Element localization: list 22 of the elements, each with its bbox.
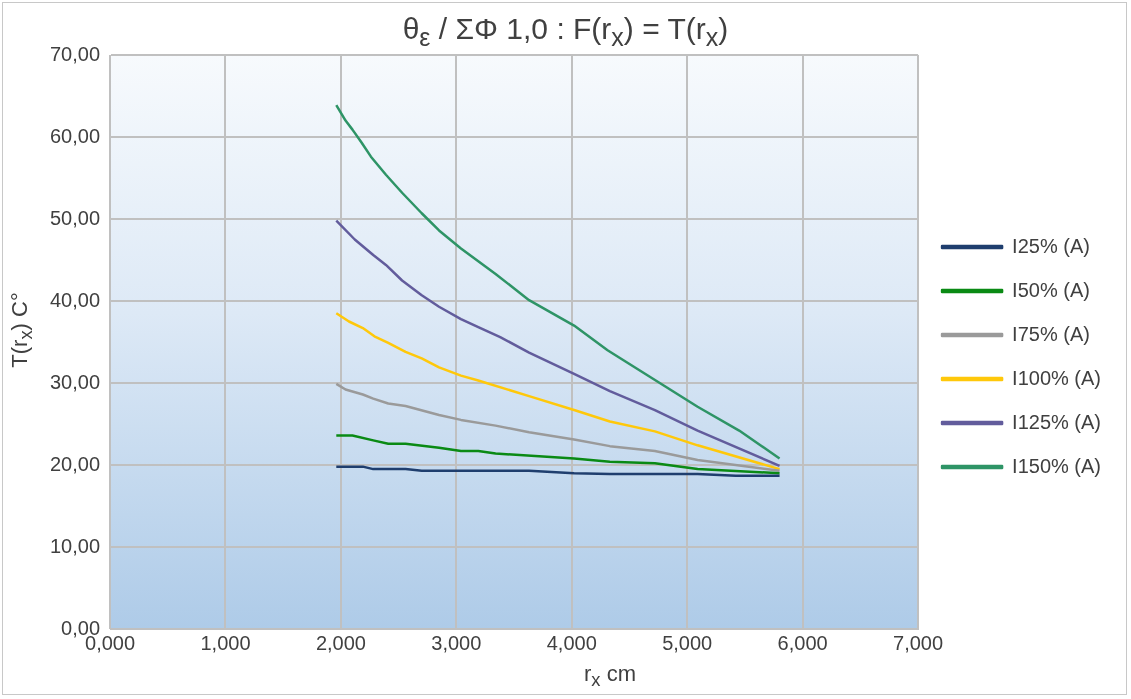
legend-label: I100% (A) (1012, 366, 1102, 389)
legend-label: I75% (A) (1012, 322, 1090, 345)
y-tick-label: 10,00 (49, 534, 101, 557)
legend-label: I25% (A) (1012, 234, 1090, 257)
x-tick-label: 5,000 (662, 631, 713, 654)
y-tick-label: 60,00 (49, 124, 101, 147)
chart-title: θ$_{ε}$ / ΣΦ 1,0 : F(r$_{x}$) = T(r$_{x}$) (402, 12, 729, 51)
x-tick-label: 3,000 (431, 631, 482, 654)
y-tick-label: 40,00 (49, 288, 101, 311)
y-tick-label: 30,00 (49, 370, 101, 393)
x-tick-label: 4,000 (546, 631, 597, 654)
legend-label: I150% (A) (1012, 454, 1102, 477)
y-tick-label: 20,00 (49, 452, 101, 475)
x-tick-label: 2,000 (315, 631, 366, 654)
legend-label: I50% (A) (1012, 278, 1090, 301)
legend-label: I125% (A) (1012, 410, 1102, 433)
x-tick-label: 6,000 (777, 631, 828, 654)
x-tick-label: 7,000 (893, 631, 944, 654)
x-tick-label: 1,000 (200, 631, 251, 654)
y-tick-label: 50,00 (49, 206, 101, 229)
x-axis-title: r$_{x}$ cm (583, 660, 637, 691)
y-tick-label: 70,00 (49, 42, 101, 65)
